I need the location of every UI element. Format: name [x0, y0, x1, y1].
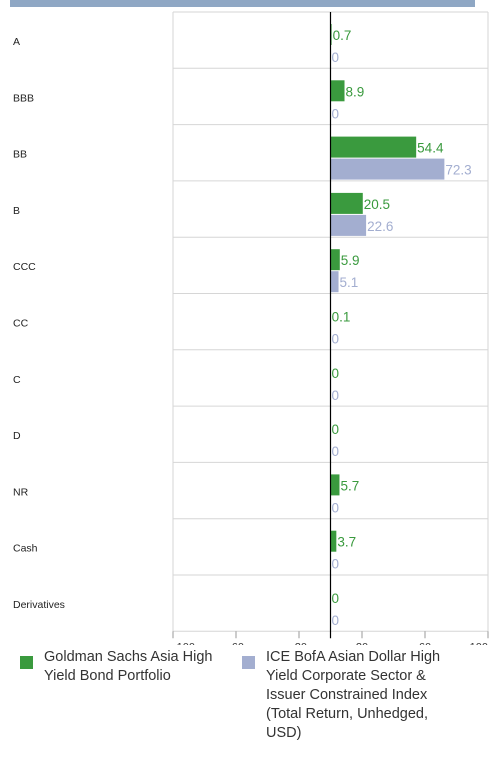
x-tick-label: 60 [419, 641, 431, 645]
category-label: C [13, 374, 21, 386]
portfolio-bar [330, 249, 340, 271]
portfolio-bar [330, 192, 363, 214]
benchmark-data-label: 72.3 [445, 163, 471, 178]
portfolio-bar [330, 136, 417, 158]
category-label: Cash [13, 543, 38, 555]
category-label: A [13, 36, 20, 48]
benchmark-data-label: 22.6 [367, 219, 393, 234]
category-label: CCC [13, 261, 36, 273]
legend-label-portfolio: Goldman Sachs Asia High Yield Bond Portf… [44, 648, 212, 686]
x-tick-label: -60 [228, 641, 244, 645]
legend-line: (Total Return, Unhedged, [266, 706, 429, 722]
portfolio-data-label: 0 [332, 366, 340, 381]
category-label: BB [13, 149, 27, 161]
legend-swatch-portfolio [20, 656, 33, 669]
portfolio-data-label: 54.4 [417, 141, 444, 156]
x-tick-label: 100 [470, 641, 488, 645]
benchmark-data-label: 0 [332, 500, 340, 515]
category-label: NR [13, 486, 29, 498]
legend-line: USD) [266, 725, 302, 741]
portfolio-data-label: 3.7 [337, 535, 356, 550]
header-bar [10, 0, 475, 7]
portfolio-data-label: 5.7 [340, 478, 359, 493]
x-tick-label: -20 [291, 641, 307, 645]
portfolio-data-label: 8.9 [346, 84, 365, 99]
portfolio-data-label: 5.9 [341, 253, 360, 268]
portfolio-data-label: 0.1 [332, 310, 351, 325]
legend-line: Yield Bond Portfolio [44, 668, 171, 684]
benchmark-data-label: 0 [332, 557, 340, 572]
benchmark-bar [330, 158, 445, 180]
portfolio-bar [330, 80, 345, 102]
category-label: CC [13, 318, 29, 330]
legend-line: ICE BofA Asian Dollar High [266, 649, 441, 665]
benchmark-data-label: 0 [332, 613, 340, 628]
portfolio-data-label: 0 [332, 591, 340, 606]
x-tick-label: 20 [356, 641, 368, 645]
portfolio-data-label: 0 [332, 422, 340, 437]
benchmark-data-label: 0 [332, 332, 340, 347]
legend-line: Goldman Sachs Asia High [44, 649, 213, 665]
benchmark-data-label: 0 [332, 388, 340, 403]
benchmark-bar [330, 214, 367, 236]
x-tick-label: -100 [173, 641, 195, 645]
benchmark-data-label: 0 [332, 444, 340, 459]
benchmark-data-label: 0 [332, 50, 340, 65]
category-label: D [13, 430, 21, 442]
benchmark-data-label: 5.1 [340, 275, 359, 290]
legend-line: Yield Corporate Sector & [266, 668, 426, 684]
portfolio-data-label: 20.5 [364, 197, 390, 212]
category-label: BBB [13, 92, 34, 104]
portfolio-bar [330, 530, 337, 552]
legend-label-benchmark: ICE BofA Asian Dollar High Yield Corpora… [266, 648, 440, 743]
benchmark-data-label: 0 [332, 106, 340, 121]
category-label: B [13, 205, 20, 217]
legend-line: Issuer Constrained Index [266, 687, 428, 703]
category-label: Derivatives [13, 599, 65, 611]
benchmark-bar [330, 271, 339, 293]
portfolio-data-label: 0.7 [333, 28, 352, 43]
legend-swatch-benchmark [242, 656, 255, 669]
portfolio-bar [330, 474, 340, 496]
